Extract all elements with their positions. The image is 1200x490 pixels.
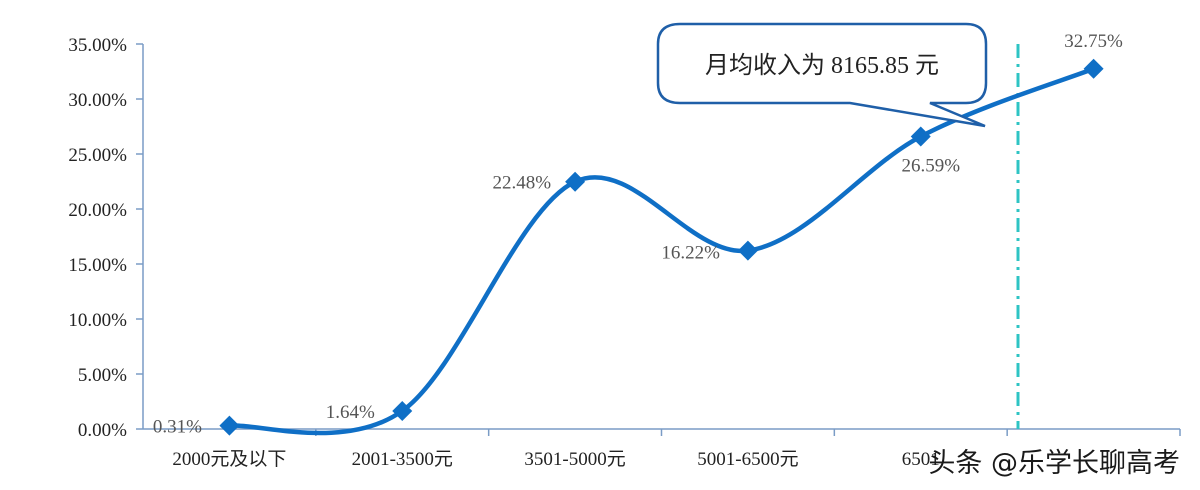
x-tick-label: 2000元及以下 (172, 449, 286, 470)
y-tick-label: 10.00% (68, 310, 127, 331)
y-tick-label: 35.00% (68, 35, 127, 56)
annotation-text: 月均收入为 8165.85 元 (705, 52, 939, 79)
data-label-group: 0.31% 1.64% 22.48% 16.22% 26.59% 32.75% (153, 31, 1123, 438)
data-point-marker (392, 400, 413, 421)
annotation-callout: 月均收入为 8165.85 元 (656, 22, 988, 128)
x-tick-label: 5001-6500元 (697, 449, 798, 470)
data-point-marker (1083, 58, 1104, 79)
data-point-marker (219, 415, 240, 436)
y-tick-label: 30.00% (68, 90, 127, 111)
x-tick-label: 3501-5000元 (524, 449, 625, 470)
y-tick-label: 5.00% (78, 365, 127, 386)
data-label: 26.59% (901, 156, 960, 177)
axes (142, 44, 1180, 430)
y-tick-label: 0.00% (78, 420, 127, 441)
data-label: 32.75% (1064, 31, 1123, 52)
data-label: 22.48% (493, 173, 552, 194)
data-point-marker (565, 171, 586, 192)
x-tick-group: 2000元及以下 2001-3500元 3501-5000元 5001-6500元 65… (172, 429, 1181, 470)
data-point-marker (737, 240, 758, 261)
y-tick-label: 20.00% (68, 200, 127, 221)
x-tick-label: 2001-3500元 (352, 449, 453, 470)
y-tick-group: 0.00% 5.00% 10.00% 15.00% 20.00% 25.00% 30.00%… (68, 35, 143, 441)
x-tick-label: 6501 (902, 449, 940, 470)
marker-group (219, 58, 1104, 436)
data-label: 0.31% (153, 417, 202, 438)
data-label: 16.22% (661, 243, 720, 264)
callout-bubble (656, 22, 988, 128)
y-tick-label: 25.00% (68, 145, 127, 166)
y-tick-label: 15.00% (68, 255, 127, 276)
watermark: 头条 @乐学长聊高考 (928, 448, 1180, 479)
data-label: 1.64% (326, 402, 375, 423)
data-point-marker (910, 126, 931, 147)
